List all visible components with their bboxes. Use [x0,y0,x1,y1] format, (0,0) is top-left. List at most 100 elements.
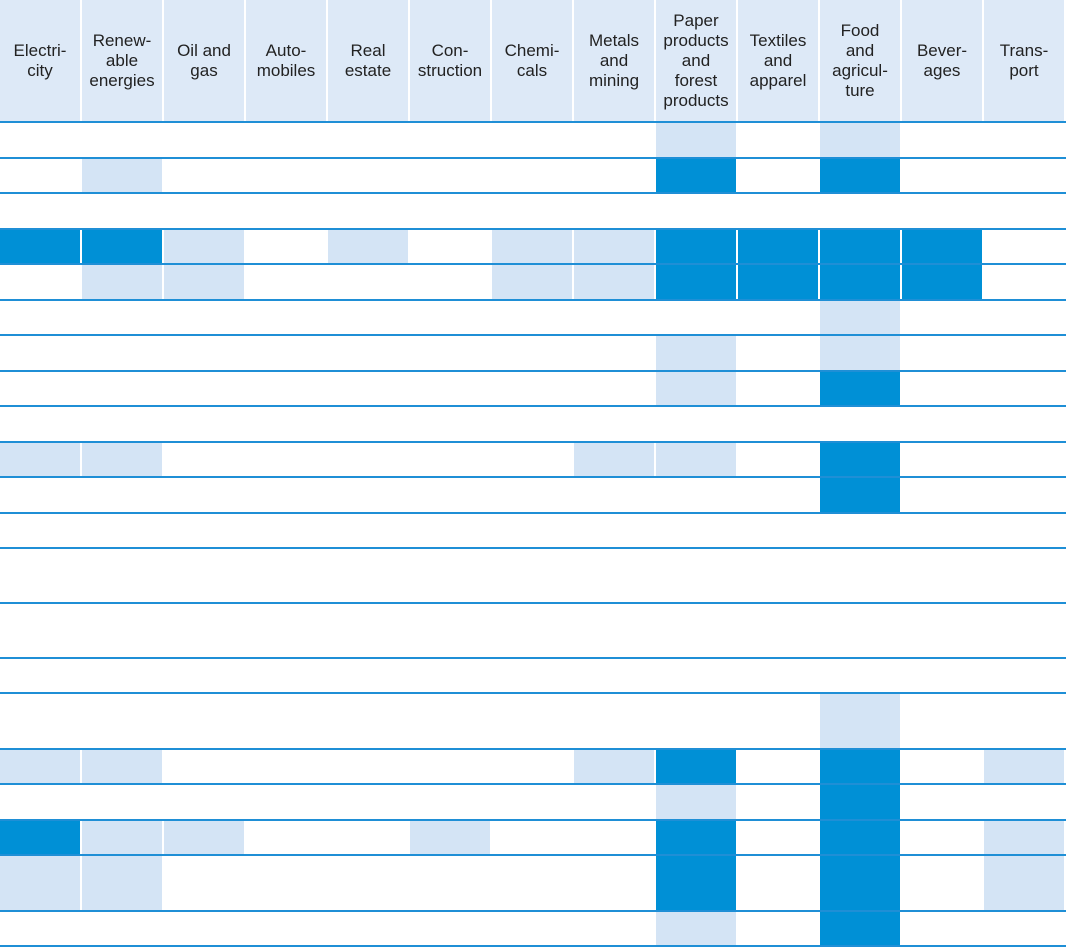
matrix-cell-r18-c12 [984,821,1064,854]
matrix-cell-r9-c0 [0,443,80,476]
row-divider [0,547,1066,549]
row-divider [0,228,1066,230]
matrix-cell-r10-c10 [820,478,900,512]
matrix-cell-r18-c2 [164,821,244,854]
sector-header-8: Paper products and forest products [656,0,736,122]
matrix-cell-r4-c11 [902,265,982,299]
row-divider [0,157,1066,159]
sector-header-7: Metals and mining [574,0,654,122]
sector-header-12: Trans- port [984,0,1064,122]
matrix-cell-r3-c10 [820,230,900,263]
matrix-cell-r6-c8 [656,336,736,370]
row-divider [0,945,1066,947]
matrix-cell-r4-c9 [738,265,818,299]
matrix-cell-r20-c8 [656,912,736,945]
matrix-cell-r18-c0 [0,821,80,854]
matrix-cell-r7-c10 [820,372,900,405]
row-divider [0,121,1066,123]
matrix-cell-r3-c7 [574,230,654,263]
matrix-cell-r16-c7 [574,750,654,783]
matrix-cell-r3-c0 [0,230,80,263]
matrix-cell-r3-c8 [656,230,736,263]
sector-header-label: Paper products and forest products [663,11,729,110]
sector-header-label: Auto- mobiles [256,41,316,80]
sector-header-label: Electri- city [13,41,67,80]
matrix-cell-r18-c10 [820,821,900,854]
row-divider [0,299,1066,301]
matrix-cell-r16-c1 [82,750,162,783]
matrix-cell-r3-c4 [328,230,408,263]
matrix-cell-r4-c10 [820,265,900,299]
row-divider [0,602,1066,604]
sector-header-1: Renew- able energies [82,0,162,122]
matrix-cell-r19-c0 [0,856,80,910]
row-divider [0,370,1066,372]
matrix-cell-r9-c1 [82,443,162,476]
sector-header-label: Chemi- cals [504,41,560,80]
row-divider [0,263,1066,265]
matrix-cell-r17-c8 [656,785,736,819]
row-divider [0,657,1066,659]
row-divider [0,692,1066,694]
sector-header-label: Real estate [344,41,392,80]
sector-header-label: Metals and mining [588,31,640,90]
row-divider [0,748,1066,750]
matrix-cell-r4-c1 [82,265,162,299]
matrix-cell-r19-c1 [82,856,162,910]
row-divider [0,405,1066,407]
sector-header-label: Bever- ages [916,41,968,80]
matrix-cell-r15-c10 [820,694,900,748]
matrix-cell-r16-c12 [984,750,1064,783]
matrix-cell-r19-c10 [820,856,900,910]
sector-header-label: Food and agricul- ture [832,21,888,100]
row-divider [0,512,1066,514]
matrix-cell-r4-c2 [164,265,244,299]
sector-header-5: Con- struction [410,0,490,122]
row-divider [0,854,1066,856]
sector-header-11: Bever- ages [902,0,982,122]
matrix-cell-r4-c8 [656,265,736,299]
sector-header-label: Renew- able energies [89,31,155,90]
row-divider [0,334,1066,336]
matrix-cell-r18-c5 [410,821,490,854]
matrix-cell-r0-c10 [820,123,900,157]
matrix-cell-r3-c2 [164,230,244,263]
sector-header-6: Chemi- cals [492,0,572,122]
sector-header-2: Oil and gas [164,0,244,122]
matrix-cell-r0-c8 [656,123,736,157]
matrix-cell-r16-c8 [656,750,736,783]
sector-header-9: Textiles and apparel [738,0,818,122]
matrix-cell-r3-c9 [738,230,818,263]
matrix-cell-r18-c8 [656,821,736,854]
row-divider [0,441,1066,443]
matrix-cell-r16-c10 [820,750,900,783]
row-divider [0,819,1066,821]
matrix-cell-r18-c1 [82,821,162,854]
matrix-cell-r3-c1 [82,230,162,263]
row-divider [0,910,1066,912]
matrix-cell-r1-c10 [820,159,900,192]
row-divider [0,476,1066,478]
row-divider [0,192,1066,194]
matrix-cell-r5-c10 [820,301,900,334]
sector-header-label: Trans- port [999,41,1049,80]
matrix-cell-r3-c6 [492,230,572,263]
matrix-cell-r19-c8 [656,856,736,910]
matrix-cell-r7-c8 [656,372,736,405]
matrix-cell-r9-c10 [820,443,900,476]
matrix-cell-r3-c11 [902,230,982,263]
row-divider [0,783,1066,785]
sector-header-10: Food and agricul- ture [820,0,900,122]
matrix-cell-r19-c12 [984,856,1064,910]
sector-header-label: Textiles and apparel [749,31,807,90]
sector-header-label: Con- struction [417,41,483,80]
sector-header-4: Real estate [328,0,408,122]
sector-header-0: Electri- city [0,0,80,122]
matrix-cell-r9-c7 [574,443,654,476]
matrix-cell-r9-c8 [656,443,736,476]
matrix-cell-r16-c0 [0,750,80,783]
sector-header-label: Oil and gas [177,41,231,80]
matrix-cell-r17-c10 [820,785,900,819]
matrix-cell-r1-c8 [656,159,736,192]
